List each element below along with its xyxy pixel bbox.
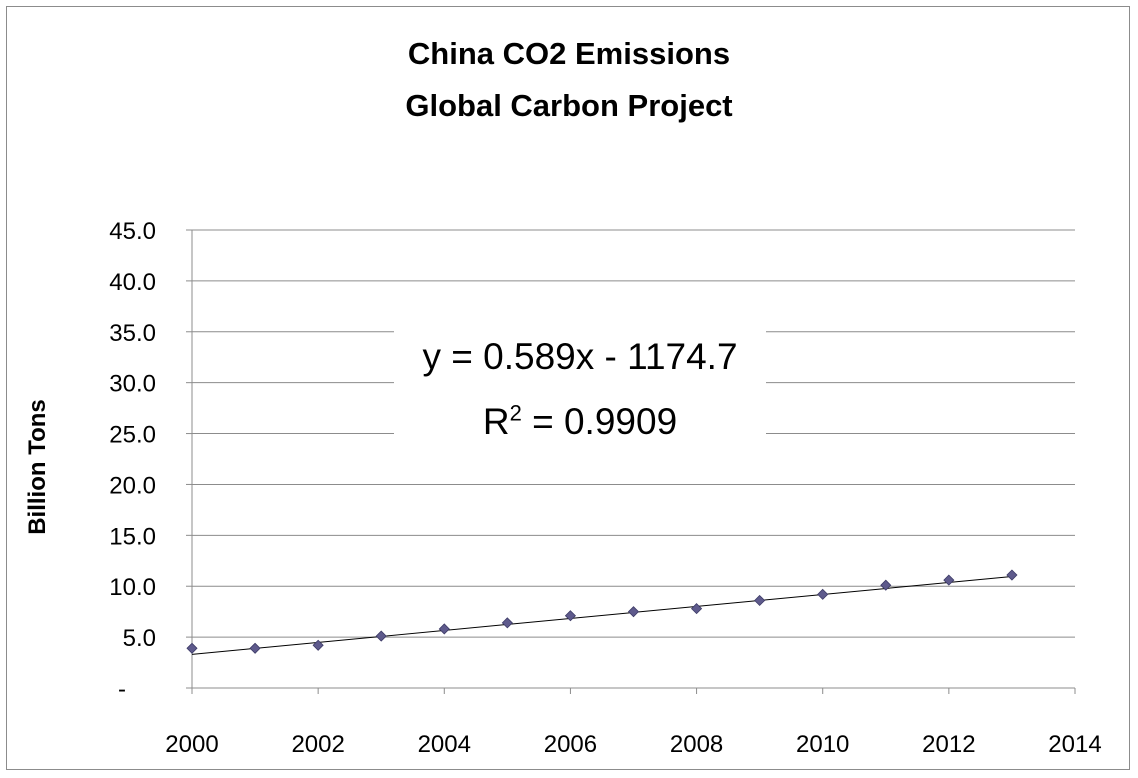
y-tick-labels: - 5.0 10.0 15.0 20.0 25.0 30.0 35.0 40.0 45.0 [109,218,156,703]
data-point [186,642,198,654]
r-squared-prefix: R [482,401,510,442]
r-squared-exponent: 2 [509,400,522,426]
data-point [754,594,766,607]
x-tick-label: 2002 [291,731,344,758]
y-tick-label: 25.0 [109,422,156,449]
x-tick-label: 2006 [544,731,597,758]
data-point [438,623,450,635]
chart-subtitle: Global Carbon Project [405,88,733,123]
trendline-layer [191,575,1012,655]
x-tick-label: 2008 [670,731,723,758]
axes [186,229,1076,694]
x-tick-label: 2014 [1048,731,1101,758]
y-tick-label: 30.0 [109,371,156,398]
data-point [880,579,892,591]
x-tick-label: 2012 [922,731,975,758]
x-tick-label: 2000 [165,731,218,758]
data-point [501,617,513,629]
data-point [943,574,955,586]
data-points [186,569,1018,654]
y-tick-label: 45.0 [109,218,156,245]
y-tick-label: 35.0 [109,320,156,347]
chart-title: China CO2 Emissions [407,36,731,71]
data-point [817,588,829,600]
x-tick-label: 2010 [796,731,849,758]
trendline [191,575,1012,655]
data-point [375,630,387,642]
data-point [564,610,576,622]
r-squared-label: R2 = 0.9909 [394,401,766,443]
data-point [691,603,703,615]
data-point [1006,569,1018,581]
y-tick-label: 5.0 [123,625,156,652]
data-point [627,606,640,618]
data-point [249,642,261,654]
r-squared-value: = 0.9909 [521,401,678,442]
data-point [312,639,324,651]
y-tick-label: 15.0 [109,523,156,550]
x-tick-labels: 2000 2002 2004 2006 2008 2010 2012 2014 [165,731,1101,758]
y-tick-label: 20.0 [109,472,156,499]
y-tick-label: 10.0 [109,574,156,601]
trendline-equation: y = 0.589x - 1174.7 [422,336,738,377]
y-tick-label: 40.0 [109,269,156,296]
y-tick-label: - [118,676,126,703]
trendline-equation-box: y = 0.589x - 1174.7 R2 = 0.9909 [394,326,766,460]
grid-lines [192,229,1075,638]
x-tick-label: 2004 [418,731,471,758]
